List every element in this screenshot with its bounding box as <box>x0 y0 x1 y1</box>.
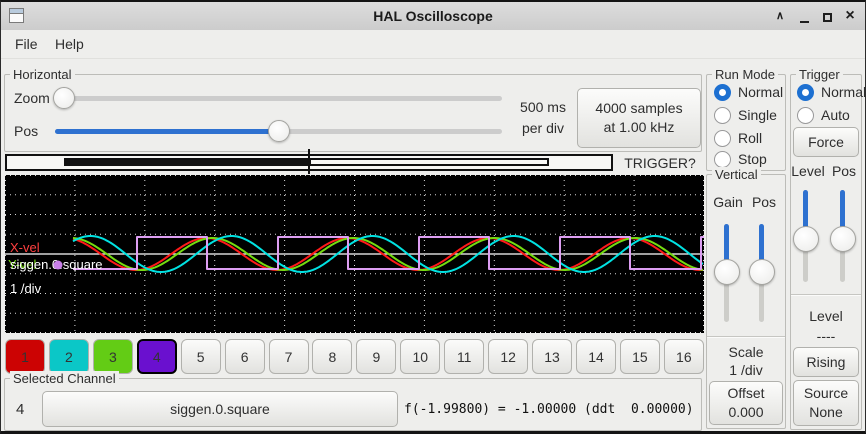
minimize-button[interactable] <box>793 2 815 30</box>
run-mode-normal-radio[interactable]: Normal <box>714 83 783 101</box>
horizontal-group-label: Horizontal <box>10 67 75 82</box>
menu-item-help[interactable]: Help <box>55 36 84 52</box>
vertical-separator <box>707 336 785 338</box>
vertical-group: Vertical <box>706 167 786 429</box>
vertical-pos-slider[interactable] <box>749 224 775 322</box>
channel-button-12[interactable]: 12 <box>488 339 529 374</box>
force-button[interactable]: Force <box>793 127 859 157</box>
trigger-pos-label: Pos <box>831 163 857 179</box>
trigger-position-tick <box>308 149 310 174</box>
channel-button-6[interactable]: 6 <box>224 339 265 374</box>
offset-button[interactable]: Offset 0.000 <box>709 381 783 425</box>
run-mode-group: Run Mode <box>706 67 786 171</box>
trigger-level-readout-value: ---- <box>816 328 836 344</box>
channel-button-4[interactable]: 4 <box>136 339 177 374</box>
shade-button[interactable]: ∧ <box>775 10 785 22</box>
zoom-label: Zoom <box>14 90 50 106</box>
radio-icon <box>797 106 814 124</box>
channel-name-button[interactable]: siggen.0.square <box>42 391 398 427</box>
run-mode-stop-radio[interactable]: Stop <box>714 150 767 168</box>
window-icon <box>9 8 24 23</box>
scale-value: 1 /div <box>729 362 763 378</box>
time-per-div-unit: per div <box>521 120 565 136</box>
trigger-level-label: Level <box>791 163 825 179</box>
menubar: File Help <box>1 30 865 59</box>
trigger-level-slider[interactable] <box>793 190 819 282</box>
selected-channel-group: Selected Channel <box>4 371 702 431</box>
samples-rate-button[interactable]: 4000 samples at 1.00 kHz <box>577 88 701 148</box>
radio-icon <box>714 83 731 101</box>
trigger-pos-slider-handle[interactable] <box>830 225 856 252</box>
time-per-div-value: 500 ms <box>520 99 566 115</box>
gain-slider-handle[interactable] <box>714 259 740 286</box>
trigger-status-label: TRIGGER? <box>624 155 696 171</box>
trigger-auto-radio[interactable]: Auto <box>797 106 850 124</box>
channel-button-1[interactable]: 1 <box>5 339 45 374</box>
selected-channel-number: 4 <box>16 401 25 418</box>
menu-item-file[interactable]: File <box>15 36 38 52</box>
run-mode-group-label: Run Mode <box>712 67 778 82</box>
run-mode-roll-radio[interactable]: Roll <box>714 129 762 147</box>
vertical-pos-slider-handle[interactable] <box>749 259 775 286</box>
channel-buttons: 1 2 3 4 5 6 7 8 9 10 11 12 13 14 15 16 <box>5 339 704 374</box>
record-filled-bar <box>64 158 309 166</box>
radio-icon <box>714 106 731 124</box>
maximize-button[interactable] <box>816 2 838 30</box>
radio-icon <box>714 129 731 147</box>
channel-button-16[interactable]: 16 <box>663 339 704 374</box>
window-title: HAL Oscilloscope <box>373 8 493 24</box>
radio-icon <box>714 150 731 168</box>
trigger-pos-slider[interactable] <box>830 190 856 282</box>
trigger-group: Trigger <box>790 67 862 430</box>
trigger-separator <box>791 294 861 296</box>
pos-slider[interactable] <box>55 119 502 143</box>
pos-slider-handle[interactable] <box>267 120 290 142</box>
horizontal-group: Horizontal <box>4 67 702 152</box>
maximize-icon <box>822 13 832 22</box>
trigger-level-slider-handle[interactable] <box>793 225 819 252</box>
channel-button-3[interactable]: 3 <box>92 339 133 374</box>
selected-channel-group-label: Selected Channel <box>10 371 119 386</box>
scale-label: Scale <box>728 344 764 360</box>
channel-button-13[interactable]: 13 <box>532 339 573 374</box>
titlebar: HAL Oscilloscope ∧ × <box>1 2 865 31</box>
trigger-normal-radio[interactable]: Normal <box>797 83 866 101</box>
gain-slider[interactable] <box>714 224 740 322</box>
run-mode-single-radio[interactable]: Single <box>714 106 777 124</box>
channel-button-9[interactable]: 9 <box>356 339 397 374</box>
record-pending-bar <box>309 158 550 166</box>
trigger-source-button[interactable]: Source None <box>793 380 859 426</box>
channel-button-7[interactable]: 7 <box>268 339 309 374</box>
channel-button-14[interactable]: 14 <box>575 339 616 374</box>
svg-text:1 /div: 1 /div <box>10 281 42 296</box>
radio-icon <box>797 83 814 101</box>
channel-button-8[interactable]: 8 <box>312 339 353 374</box>
gain-label: Gain <box>713 194 743 210</box>
trigger-edge-button[interactable]: Rising <box>793 347 859 377</box>
channel-button-15[interactable]: 15 <box>619 339 660 374</box>
vertical-pos-label: Pos <box>751 194 777 210</box>
channel-button-5[interactable]: 5 <box>180 339 221 374</box>
close-button[interactable]: × <box>845 7 855 24</box>
minimize-icon <box>799 21 809 23</box>
svg-text:X-vel: X-vel <box>10 240 40 255</box>
svg-text:Y-vel: Y-vel <box>8 257 37 272</box>
trigger-group-label: Trigger <box>796 67 843 82</box>
channel-button-2[interactable]: 2 <box>48 339 89 374</box>
channel-button-10[interactable]: 10 <box>400 339 441 374</box>
trigger-level-readout-label: Level <box>809 308 843 324</box>
zoom-slider-track <box>55 96 502 101</box>
channel-value-readout: f(-1.99800) = -1.00000 (ddt 0.00000) <box>404 402 694 417</box>
pos-label: Pos <box>14 123 39 139</box>
zoom-slider[interactable] <box>52 86 502 110</box>
channel-button-11[interactable]: 11 <box>444 339 485 374</box>
vertical-group-label: Vertical <box>712 167 761 182</box>
zoom-slider-handle[interactable] <box>52 87 75 109</box>
